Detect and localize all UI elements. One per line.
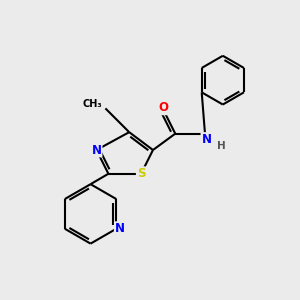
Text: S: S (137, 167, 145, 180)
Text: CH₃: CH₃ (83, 99, 102, 109)
Text: N: N (202, 133, 212, 146)
Text: H: H (217, 141, 226, 151)
Text: O: O (158, 101, 168, 114)
Text: N: N (115, 222, 125, 235)
Text: N: N (92, 143, 101, 157)
